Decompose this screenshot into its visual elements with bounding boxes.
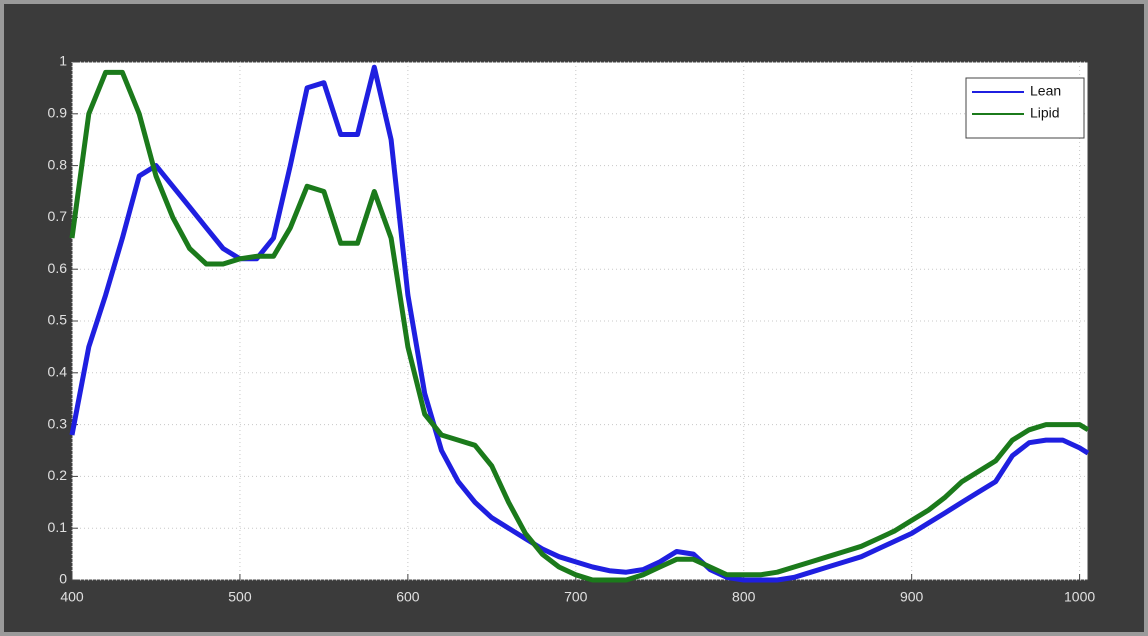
x-tick-label: 600 (396, 589, 420, 605)
y-tick-label: 0.6 (48, 260, 68, 276)
x-tick-label: 500 (228, 589, 252, 605)
y-tick-label: 0.4 (48, 364, 68, 380)
y-tick-label: 0.1 (48, 519, 68, 535)
x-tick-label: 800 (732, 589, 756, 605)
y-tick-label: 0.8 (48, 156, 68, 172)
data-line (69, 69, 1090, 583)
legend-label: Lean (1030, 83, 1061, 99)
x-tick-label: 1000 (1064, 589, 1095, 605)
y-tick-label: 0.5 (48, 312, 68, 328)
y-tick-label: 0.2 (48, 467, 68, 483)
y-tick-label: 0.3 (48, 415, 68, 431)
x-tick-label: 400 (60, 589, 84, 605)
legend-label: Lipid (1030, 105, 1060, 121)
x-tick-label: 900 (900, 589, 924, 605)
y-tick-label: 0.7 (48, 208, 68, 224)
x-tick-label: 700 (564, 589, 588, 605)
y-tick-label: 0.9 (48, 105, 68, 121)
y-tick-label: 1 (59, 53, 67, 69)
legend-box (965, 77, 1085, 139)
y-tick-label: 0 (59, 571, 67, 587)
